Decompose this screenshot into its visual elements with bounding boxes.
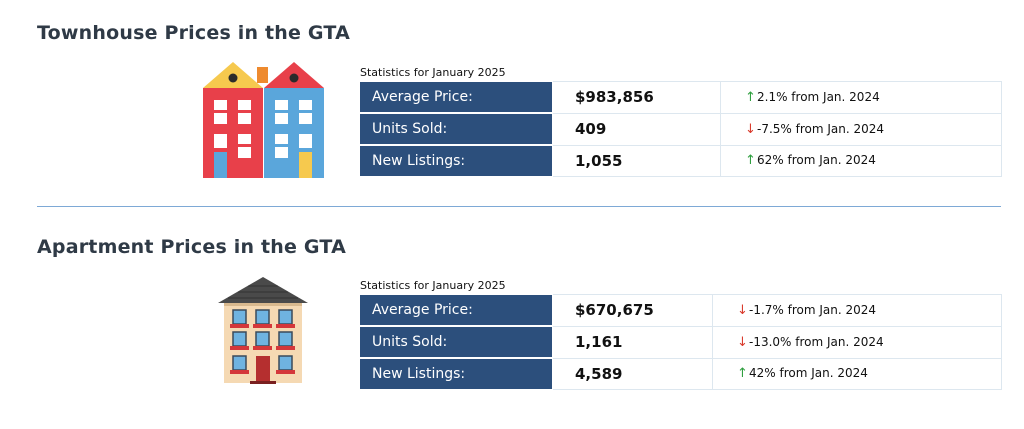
row-change: ↑2.1% from Jan. 2024 — [720, 80, 1002, 114]
row-label: Average Price: — [359, 80, 553, 114]
row-label: Average Price: — [359, 293, 553, 327]
apartment-building-illustration — [218, 277, 308, 384]
row-value: 1,055 — [552, 144, 721, 177]
townhouse-stats-table: Average Price: $983,856 ↑2.1% from Jan. … — [359, 80, 1002, 177]
change-text: 62% from Jan. 2024 — [757, 153, 876, 168]
townhouse-caption: Statistics for January 2025 — [360, 66, 506, 79]
row-label: Units Sold: — [359, 325, 553, 359]
table-row: New Listings: 1,055 ↑62% from Jan. 2024 — [359, 144, 1002, 177]
arrow-down-icon: ↓ — [745, 121, 756, 137]
row-value: $670,675 — [552, 293, 713, 327]
townhouse-illustration — [203, 62, 324, 178]
change-text: -1.7% from Jan. 2024 — [749, 302, 877, 317]
row-label: New Listings: — [359, 144, 553, 177]
table-row: Average Price: $983,856 ↑2.1% from Jan. … — [359, 80, 1002, 114]
row-change: ↓-13.0% from Jan. 2024 — [712, 325, 1002, 359]
change-text: -13.0% from Jan. 2024 — [749, 334, 884, 349]
table-row: Units Sold: 1,161 ↓-13.0% from Jan. 2024 — [359, 325, 1002, 359]
row-value: 409 — [552, 112, 721, 146]
row-value: $983,856 — [552, 80, 721, 114]
arrow-down-icon: ↓ — [737, 334, 748, 350]
change-text: 2.1% from Jan. 2024 — [757, 89, 880, 104]
row-change: ↓-7.5% from Jan. 2024 — [720, 112, 1002, 146]
row-label: New Listings: — [359, 357, 553, 390]
row-label: Units Sold: — [359, 112, 553, 146]
change-text: -7.5% from Jan. 2024 — [757, 121, 885, 136]
arrow-up-icon: ↑ — [737, 366, 748, 382]
row-value: 1,161 — [552, 325, 713, 359]
section-divider — [37, 206, 1001, 207]
apartment-caption: Statistics for January 2025 — [360, 279, 506, 292]
row-change: ↑42% from Jan. 2024 — [712, 357, 1002, 390]
table-row: New Listings: 4,589 ↑42% from Jan. 2024 — [359, 357, 1002, 390]
change-text: 42% from Jan. 2024 — [749, 366, 868, 381]
table-row: Units Sold: 409 ↓-7.5% from Jan. 2024 — [359, 112, 1002, 146]
row-value: 4,589 — [552, 357, 713, 390]
arrow-up-icon: ↑ — [745, 153, 756, 169]
apartment-section-title: Apartment Prices in the GTA — [37, 236, 346, 258]
row-change: ↑62% from Jan. 2024 — [720, 144, 1002, 177]
townhouse-section-title: Townhouse Prices in the GTA — [37, 22, 350, 44]
row-change: ↓-1.7% from Jan. 2024 — [712, 293, 1002, 327]
apartment-stats-table: Average Price: $670,675 ↓-1.7% from Jan.… — [359, 293, 1002, 390]
arrow-down-icon: ↓ — [737, 302, 748, 318]
arrow-up-icon: ↑ — [745, 89, 756, 105]
table-row: Average Price: $670,675 ↓-1.7% from Jan.… — [359, 293, 1002, 327]
